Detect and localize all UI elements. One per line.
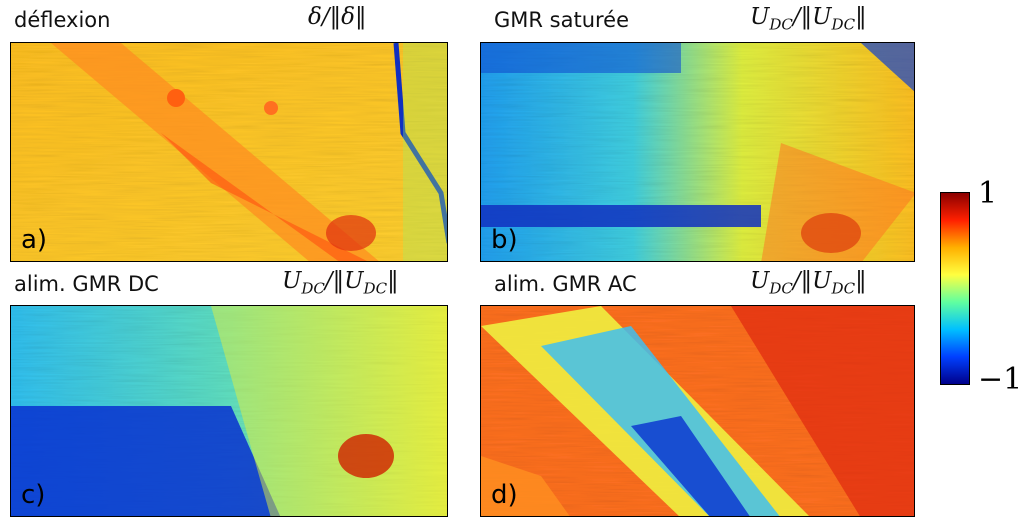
panel-title: GMR saturée — [494, 8, 630, 32]
heatmap — [481, 43, 914, 261]
image-panel: d) — [480, 305, 915, 517]
colorbar-min: −1 — [978, 362, 1023, 397]
formula: δ/‖δ‖ — [308, 4, 366, 30]
formula-subscript: DC — [831, 279, 856, 298]
formula-part: /‖U — [792, 268, 832, 294]
formula-subscript: DC — [301, 279, 325, 298]
formula-subscript: DC — [769, 279, 793, 298]
image-panel: a) — [10, 42, 448, 262]
formula: UDC/‖UDC‖ — [750, 4, 867, 34]
formula-part: ‖ — [855, 268, 867, 294]
formula-subscript: DC — [769, 15, 793, 34]
panel-letter: b) — [491, 225, 518, 255]
colorbar — [940, 192, 970, 385]
heatmap — [11, 43, 447, 261]
panel-letter: a) — [21, 225, 48, 255]
image-panel: c) — [10, 305, 448, 517]
heatmap — [11, 306, 447, 516]
formula-part: U — [750, 4, 770, 30]
heatmap — [481, 306, 914, 516]
formula: UDC/‖UDC‖ — [282, 268, 399, 298]
formula-part: /‖U — [792, 4, 832, 30]
formula-part: /‖U — [324, 268, 364, 294]
formula-part: U — [282, 268, 302, 294]
formula-subscript: DC — [831, 15, 856, 34]
image-panel: b) — [480, 42, 915, 262]
formula-part: ‖ — [855, 4, 867, 30]
panel-letter: c) — [21, 480, 46, 510]
panel-title: déflexion — [14, 8, 111, 32]
formula-part: U — [750, 268, 770, 294]
colorbar-max: 1 — [978, 176, 998, 211]
formula-part: ‖ — [387, 268, 399, 294]
formula: UDC/‖UDC‖ — [750, 268, 867, 298]
formula-subscript: DC — [363, 279, 388, 298]
panel-title: alim. GMR AC — [494, 272, 637, 296]
formula-part: δ/‖δ‖ — [308, 4, 367, 30]
panel-title: alim. GMR DC — [14, 272, 159, 296]
panel-letter: d) — [491, 480, 518, 510]
